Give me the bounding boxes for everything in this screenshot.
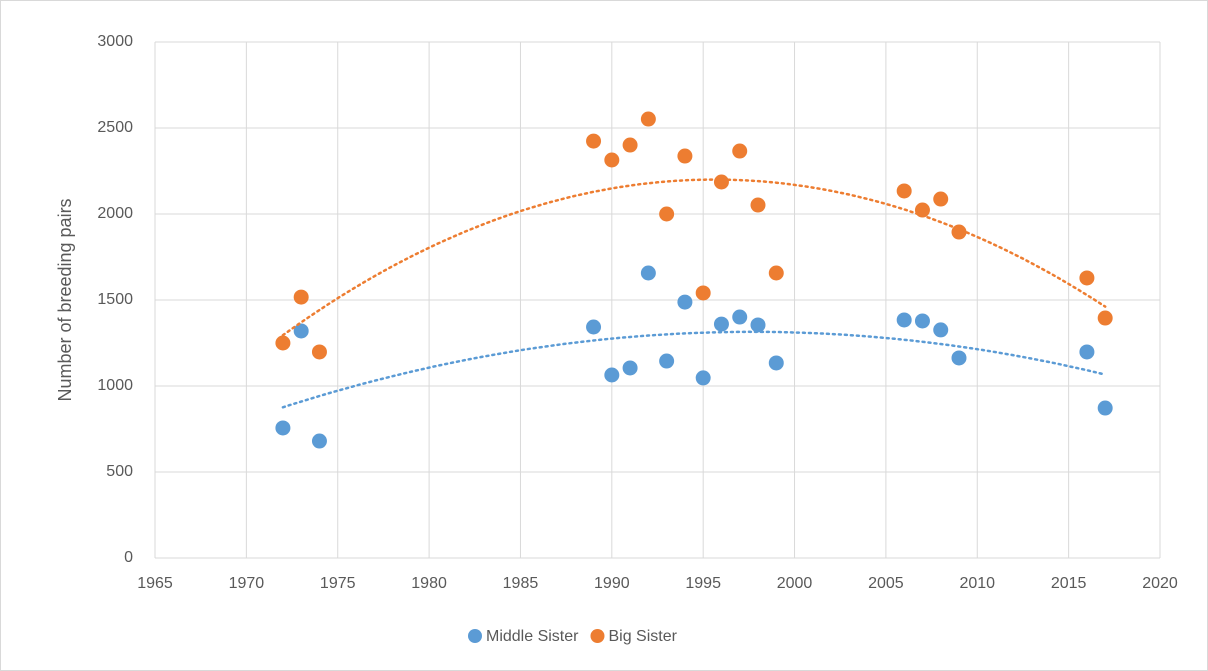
x-tick-label: 2015 [1051, 575, 1087, 592]
legend-marker [590, 629, 605, 643]
x-tick-label: 2005 [868, 575, 904, 592]
data-point [896, 183, 912, 199]
data-point [713, 316, 729, 332]
data-point [896, 312, 912, 328]
data-point [951, 350, 967, 366]
data-point [622, 137, 638, 153]
trendline [281, 178, 1107, 337]
x-tick-label: 1985 [503, 575, 539, 592]
data-point [750, 197, 766, 213]
data-point [677, 294, 693, 310]
data-point [659, 206, 675, 222]
data-point [1097, 400, 1113, 416]
data-point [933, 191, 949, 207]
data-point [604, 152, 620, 168]
data-point [933, 322, 949, 338]
data-point [604, 367, 620, 383]
x-tick-label: 1970 [229, 575, 265, 592]
data-point [622, 360, 638, 376]
x-tick-label: 2000 [777, 575, 813, 592]
data-point [732, 143, 748, 159]
data-point [1079, 270, 1095, 286]
legend-marker [468, 629, 482, 643]
data-point [311, 433, 327, 449]
data-point [750, 317, 766, 333]
x-tick-label: 1995 [685, 575, 721, 592]
data-point [768, 355, 784, 371]
data-point [293, 323, 309, 339]
y-tick-label: 2500 [97, 119, 133, 136]
x-tick-label: 1975 [320, 575, 356, 592]
legend-label: Big Sister [608, 628, 677, 645]
x-tick-label: 1990 [594, 575, 630, 592]
x-tick-label: 2020 [1142, 575, 1178, 592]
data-point [640, 111, 656, 127]
data-point [311, 344, 327, 360]
data-point [1097, 310, 1113, 326]
data-point [275, 420, 291, 436]
data-point [659, 353, 675, 369]
y-tick-label: 1500 [97, 291, 133, 308]
data-point [914, 313, 930, 329]
data-point [586, 133, 602, 149]
data-point [695, 370, 711, 386]
data-point [677, 148, 693, 164]
x-tick-label: 2010 [959, 575, 995, 592]
data-point [586, 319, 602, 335]
y-tick-label: 500 [106, 463, 133, 480]
data-point [732, 309, 748, 325]
data-point [1079, 344, 1095, 360]
data-point [640, 265, 656, 281]
data-point [695, 285, 711, 301]
y-axis-label: Number of breeding pairs [55, 198, 75, 401]
y-tick-label: 0 [124, 549, 133, 566]
data-point [293, 289, 309, 305]
data-point [768, 265, 784, 281]
y-tick-label: 3000 [97, 33, 133, 50]
trendline [281, 330, 1107, 409]
y-tick-label: 2000 [97, 205, 133, 222]
legend-label: Middle Sister [486, 628, 579, 645]
x-tick-label: 1965 [137, 575, 173, 592]
data-point [275, 335, 291, 351]
data-point [951, 224, 967, 240]
y-tick-label: 1000 [97, 377, 133, 394]
x-tick-label: 1980 [411, 575, 447, 592]
data-point [713, 174, 729, 190]
